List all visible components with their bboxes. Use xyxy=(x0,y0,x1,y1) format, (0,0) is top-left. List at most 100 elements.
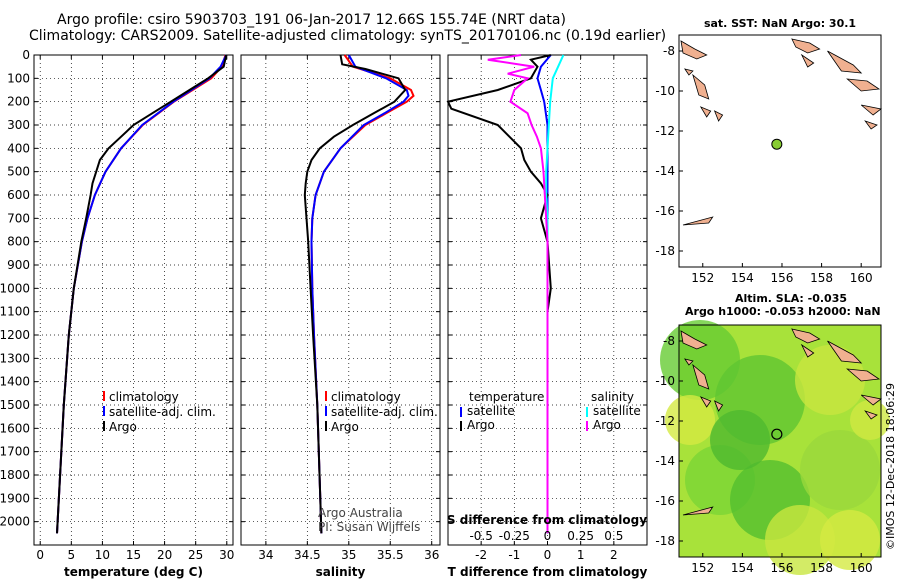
land-polygon xyxy=(846,368,881,382)
map-y-tick-label: -12 xyxy=(655,414,675,428)
legend-label: satellite-adj. clim. xyxy=(331,405,438,419)
y-tick-label: 900 xyxy=(7,258,30,272)
map-x-tick-label: 160 xyxy=(850,561,873,575)
sla-field-patch xyxy=(850,400,890,440)
map-x-tick-label: 152 xyxy=(691,271,714,285)
legend-label: Argo xyxy=(467,418,495,432)
y-tick-label: 200 xyxy=(7,95,30,109)
y-tick-label: 2000 xyxy=(0,515,30,529)
map-x-tick-label: 154 xyxy=(731,561,754,575)
land-polygon xyxy=(800,53,815,68)
map-x-tick-label: 156 xyxy=(771,271,794,285)
land-polygon xyxy=(827,50,863,74)
series-line xyxy=(303,54,407,534)
sla-map-title-line-2: Argo h1000: -0.053 h2000: NaN xyxy=(685,305,881,318)
land-polygon xyxy=(692,73,710,100)
series-line xyxy=(446,54,552,534)
land-polygon xyxy=(683,358,694,366)
sla-map xyxy=(660,320,890,575)
y-tick-label: 1100 xyxy=(0,305,30,319)
series-line xyxy=(310,54,410,534)
map-y-tick-label: -16 xyxy=(655,494,675,508)
land-polygon xyxy=(791,38,821,54)
x-tick-label: 34 xyxy=(258,548,273,562)
sla-field-patch xyxy=(820,510,880,570)
map-x-tick-label: 152 xyxy=(691,561,714,575)
x-axis-label: salinity xyxy=(316,565,366,579)
series-line xyxy=(56,54,228,534)
plot-title-line-2: Climatology: CARS2009. Satellite-adjuste… xyxy=(29,28,667,44)
y-tick-label: 1000 xyxy=(0,281,30,295)
x-tick-label: 1 xyxy=(577,548,585,562)
land-polygon xyxy=(713,110,724,122)
map-x-tick-label: 156 xyxy=(771,561,794,575)
y-tick-label: 1400 xyxy=(0,375,30,389)
map-y-tick-label: -10 xyxy=(655,84,675,98)
map-frame xyxy=(678,324,882,558)
plot-frame-2 xyxy=(240,54,441,546)
secondary-tick-label: -0.5 xyxy=(469,529,492,543)
legend-label: climatology xyxy=(109,390,179,404)
series-line xyxy=(487,54,549,534)
map-frame xyxy=(678,34,882,268)
land-polygon xyxy=(864,410,878,420)
sst-map xyxy=(678,34,882,268)
land-polygon xyxy=(699,396,712,408)
y-tick-label: 1700 xyxy=(0,445,30,459)
map-y-tick-label: -18 xyxy=(655,534,675,548)
y-tick-label: 500 xyxy=(7,165,30,179)
sla-field-patch xyxy=(665,395,715,445)
legend-label: satellite-adj. clim. xyxy=(109,405,216,419)
sla-field-patch xyxy=(710,410,770,470)
imos-timestamp: ©IMOS 12-Dec-2018 18:06:29 xyxy=(884,383,897,550)
map-y-tick-label: -8 xyxy=(663,334,675,348)
y-tick-label: 1500 xyxy=(0,398,30,412)
y-tick-label: 700 xyxy=(7,211,30,225)
map-y-tick-label: -8 xyxy=(663,44,675,58)
y-tick-label: 800 xyxy=(7,235,30,249)
map-y-tick-label: -16 xyxy=(655,204,675,218)
map-y-tick-label: -10 xyxy=(655,374,675,388)
secondary-tick-label: -0.25 xyxy=(499,529,530,543)
secondary-tick-label: 0.25 xyxy=(567,529,594,543)
land-polygon xyxy=(846,78,881,92)
x-tick-label: 34.5 xyxy=(294,548,321,562)
y-tick-label: 1300 xyxy=(0,351,30,365)
x-axis-label: temperature (deg C) xyxy=(64,565,203,579)
x-tick-label: 30 xyxy=(219,548,234,562)
map-x-tick-label: 160 xyxy=(850,271,873,285)
x-tick-label: 35.5 xyxy=(377,548,404,562)
x-tick-label: -2 xyxy=(475,548,487,562)
secondary-tick-label: 0.5 xyxy=(604,529,623,543)
legend-label: satellite xyxy=(593,404,641,418)
land-polygon xyxy=(800,343,815,358)
y-tick-label: 0 xyxy=(22,48,30,62)
legend-label: climatology xyxy=(331,390,401,404)
legend-label: Argo xyxy=(593,418,621,432)
map-y-tick-label: -14 xyxy=(655,164,675,178)
x-tick-label: 25 xyxy=(188,548,203,562)
land-polygon xyxy=(692,363,710,390)
x-tick-label: 20 xyxy=(157,548,172,562)
credit-line-1: Argo Australia xyxy=(318,506,403,520)
legend-label: Argo xyxy=(331,420,359,434)
land-polygon xyxy=(713,400,724,412)
sst-background xyxy=(679,35,881,267)
x-tick-label: 5 xyxy=(67,548,75,562)
float-marker xyxy=(771,428,783,440)
land-polygon xyxy=(682,216,714,226)
x-tick-label: 0 xyxy=(544,548,552,562)
y-tick-label: 400 xyxy=(7,141,30,155)
y-tick-label: 100 xyxy=(7,71,30,85)
x-tick-label: 35 xyxy=(341,548,356,562)
map-x-tick-label: 154 xyxy=(731,271,754,285)
y-tick-label: 1900 xyxy=(0,491,30,505)
secondary-axis-label: S difference from climatology xyxy=(447,513,647,527)
map-y-tick-label: -14 xyxy=(655,454,675,468)
map-x-tick-label: 158 xyxy=(810,561,833,575)
x-tick-label: 10 xyxy=(95,548,110,562)
x-tick-label: 2 xyxy=(610,548,618,562)
map-y-tick-label: -18 xyxy=(655,244,675,258)
land-polygon xyxy=(860,394,882,406)
